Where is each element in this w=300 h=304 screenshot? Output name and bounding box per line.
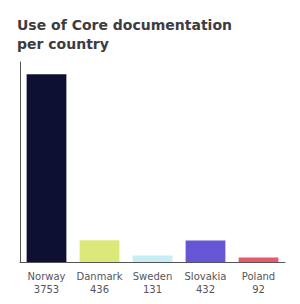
svg-text:436: 436 xyxy=(90,284,109,295)
svg-text:Sweden: Sweden xyxy=(133,271,173,282)
svg-text:3753: 3753 xyxy=(34,284,59,295)
svg-text:131: 131 xyxy=(143,284,162,295)
svg-text:432: 432 xyxy=(196,284,215,295)
svg-text:Poland: Poland xyxy=(242,271,275,282)
svg-text:92: 92 xyxy=(252,284,265,295)
svg-text:per country: per country xyxy=(17,36,109,52)
svg-text:Norway: Norway xyxy=(28,271,66,282)
svg-text:Slovakia: Slovakia xyxy=(185,271,227,282)
svg-text:Danmark: Danmark xyxy=(77,271,123,282)
svg-text:Use of Core documentation: Use of Core documentation xyxy=(17,17,232,33)
